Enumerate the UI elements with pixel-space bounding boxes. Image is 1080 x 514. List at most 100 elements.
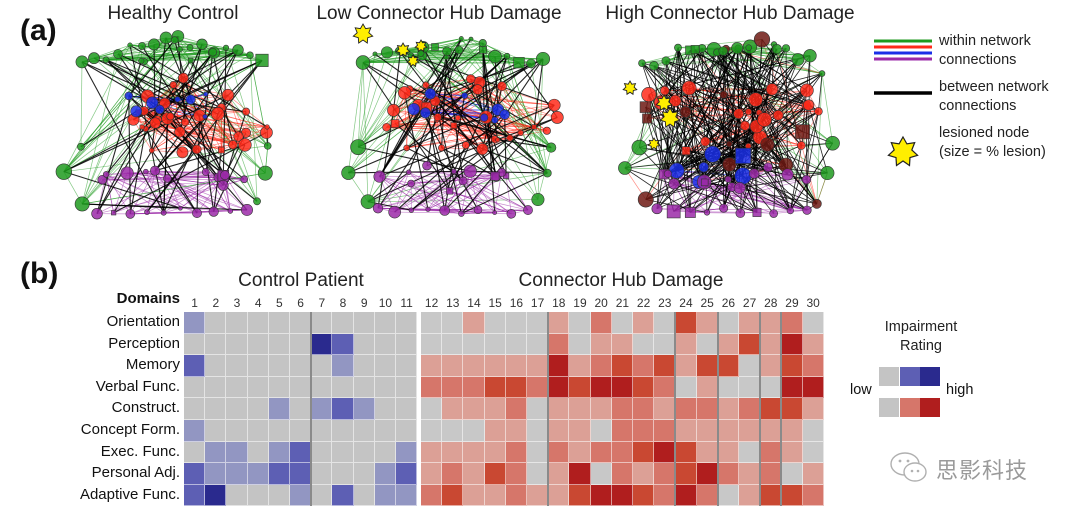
heatmap-cell <box>760 463 782 485</box>
heatmap-cell <box>311 333 333 356</box>
between-edge <box>446 51 487 118</box>
heatmap-cell <box>268 398 290 420</box>
between-edge <box>367 171 410 203</box>
heatmap-cell <box>374 376 396 399</box>
heatmap-cell <box>184 376 206 399</box>
network-node <box>166 112 175 121</box>
network-node <box>422 160 432 171</box>
domain-label: Concept Form. <box>80 420 180 438</box>
impairment-swatch-blue <box>879 367 899 386</box>
column-number: 26 <box>721 296 736 310</box>
heatmap-cell <box>527 484 549 507</box>
lesion-star-icon <box>406 54 420 68</box>
between-edge <box>689 50 758 213</box>
heatmap-cell <box>696 355 718 377</box>
network-node <box>820 166 835 181</box>
heatmap-cell <box>802 398 824 420</box>
heatmap-cell <box>781 355 803 377</box>
heatmap-cell <box>247 376 269 399</box>
heatmap-cell <box>739 376 761 399</box>
heatmap-cell <box>654 376 676 399</box>
heatmap-cell <box>353 312 375 334</box>
heatmap-cell <box>590 484 612 507</box>
within-edge <box>410 183 445 211</box>
heatmap-cell <box>396 463 418 485</box>
column-number: 7 <box>318 296 326 310</box>
between-edge <box>177 44 203 100</box>
group-separator <box>310 312 313 507</box>
heatmap-cell <box>442 463 464 485</box>
heatmap-cell <box>802 376 824 399</box>
network-node <box>191 144 202 155</box>
within-edge <box>127 172 248 211</box>
heatmap-cell <box>463 355 485 377</box>
heatmap-cell <box>421 355 443 377</box>
column-number: 16 <box>509 296 524 310</box>
heatmap-cell <box>332 376 354 399</box>
within-edge <box>656 208 708 213</box>
heatmap-cell <box>421 333 443 356</box>
heatmap-cell <box>442 376 464 399</box>
between-edge <box>357 95 465 148</box>
column-number: 20 <box>594 296 608 310</box>
between-edge <box>736 47 779 116</box>
heatmap-cell <box>311 355 333 377</box>
network-node <box>731 42 744 55</box>
network-diagram-low-damage <box>341 23 564 219</box>
within-edge <box>725 48 823 74</box>
within-edge <box>461 38 548 174</box>
network-node <box>228 140 238 150</box>
heatmap-cell <box>548 441 570 464</box>
within-edge <box>406 89 410 148</box>
heatmap-cell <box>590 312 612 334</box>
network-node <box>550 111 564 124</box>
network-node <box>744 108 752 116</box>
heatmap-cell <box>569 441 591 464</box>
heatmap-cell <box>205 333 227 356</box>
between-edge <box>624 167 758 213</box>
within-edge <box>394 172 410 213</box>
heatmap-cell <box>781 398 803 420</box>
heatmap-cell <box>247 463 269 485</box>
within-edge <box>357 52 388 148</box>
network-node <box>526 58 536 69</box>
heatmap-cell <box>290 484 312 507</box>
heatmap-cell <box>374 355 396 377</box>
heatmap-cell <box>633 463 655 485</box>
between-edge <box>105 59 222 109</box>
heatmap-cell <box>611 441 633 464</box>
heatmap-cell <box>442 420 464 442</box>
heatmap-cell <box>611 355 633 377</box>
heatmap-cell <box>696 376 718 399</box>
network-node <box>795 124 810 140</box>
heatmap-cell <box>268 441 290 464</box>
network-node <box>403 144 410 152</box>
heatmap-cell <box>739 312 761 334</box>
within-edge <box>462 180 512 215</box>
between-edge <box>358 146 471 172</box>
network-node <box>461 92 468 99</box>
between-edge <box>648 94 665 175</box>
network-diagram-high-damage <box>618 31 840 219</box>
heatmap-cell <box>353 463 375 485</box>
heatmap-cell <box>527 312 549 334</box>
network-node <box>406 169 412 175</box>
heatmap-cell <box>396 376 418 399</box>
heatmap-cell <box>353 420 375 442</box>
network-node <box>660 85 670 96</box>
lesion-star-icon <box>414 39 428 53</box>
heatmap-cell <box>268 355 290 377</box>
column-number: 14 <box>467 296 481 310</box>
heatmap-cell <box>353 355 375 377</box>
between-edge <box>641 63 678 171</box>
network-node <box>752 208 762 217</box>
heatmap-cell <box>290 398 312 420</box>
network-node <box>666 204 681 219</box>
heatmap-cell <box>442 355 464 377</box>
heatmap-cell <box>505 398 527 420</box>
heatmap-cell <box>781 376 803 399</box>
heatmap-cell <box>374 398 396 420</box>
within-edge <box>821 73 833 144</box>
lesion-star-icon <box>647 137 661 151</box>
between-edge <box>646 118 675 212</box>
